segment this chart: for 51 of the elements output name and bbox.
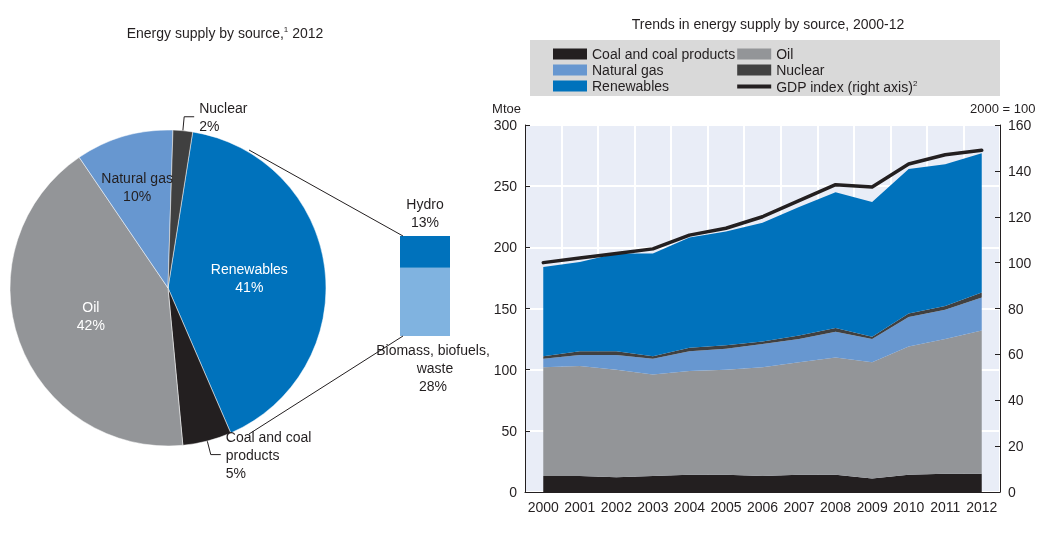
legend-label: Coal and coal products bbox=[592, 46, 736, 62]
y-tick-label: 150 bbox=[493, 300, 518, 317]
x-tick-label: 2010 bbox=[893, 499, 925, 515]
x-tick-label: 2011 bbox=[930, 499, 961, 515]
y2-tick-label: 160 bbox=[1008, 117, 1032, 133]
x-tick-label: 2003 bbox=[637, 499, 669, 515]
x-tick-label: 2007 bbox=[783, 499, 815, 515]
y-tick-label: 0 bbox=[509, 484, 518, 500]
y2-tick-label: 100 bbox=[1008, 254, 1032, 271]
data-label: 41% bbox=[235, 278, 264, 295]
y-tick-label: 300 bbox=[493, 117, 518, 133]
x-tick-label: 2001 bbox=[564, 499, 596, 515]
legend-label: Oil bbox=[776, 46, 794, 62]
x-tick-label: 2012 bbox=[966, 499, 998, 515]
x-tick-label: 2008 bbox=[820, 499, 852, 515]
y-tick-label: 250 bbox=[493, 178, 518, 195]
legend-label: Renewables bbox=[592, 78, 670, 94]
y2-tick-label: 60 bbox=[1008, 346, 1024, 363]
data-label: 10% bbox=[123, 188, 152, 205]
slice-label: Oil bbox=[82, 298, 100, 315]
x-tick-label: 2004 bbox=[673, 499, 706, 515]
series-label: Hydro bbox=[406, 196, 444, 212]
y2-tick-label: 80 bbox=[1008, 300, 1024, 317]
slice-label: Nuclear bbox=[199, 99, 248, 116]
data-label: 2% bbox=[199, 117, 220, 134]
y-tick-label: 100 bbox=[493, 361, 518, 378]
y2-tick-label: 40 bbox=[1008, 392, 1024, 409]
data-label: 28% bbox=[418, 378, 448, 394]
line-series bbox=[541, 148, 984, 265]
chart-title: Trends in energy supply by source, 2000-12 bbox=[631, 16, 905, 32]
slice-label: Renewables bbox=[210, 260, 288, 277]
x-tick-label: 2009 bbox=[856, 499, 888, 515]
data-label: 5% bbox=[225, 464, 247, 481]
y-tick-label: 50 bbox=[501, 422, 518, 439]
legend-label: Nuclear bbox=[776, 62, 825, 78]
y2-axis-title: 2000 = 100 bbox=[970, 101, 1036, 116]
x-tick-label: 2002 bbox=[600, 499, 633, 515]
series-label: Biomass, biofuels, waste bbox=[376, 342, 490, 376]
y2-tick-label: 140 bbox=[1008, 162, 1032, 179]
y2-tick-label: 0 bbox=[1008, 484, 1016, 500]
slice-label: Coal and coal products bbox=[225, 428, 316, 463]
y2-tick-label: 20 bbox=[1008, 438, 1024, 455]
y-axis-title: Mtoe bbox=[492, 101, 521, 116]
x-tick-label: 2000 bbox=[527, 499, 560, 515]
data-label: 13% bbox=[410, 214, 440, 230]
x-tick-label: 2006 bbox=[746, 499, 779, 515]
y-tick-label: 200 bbox=[493, 239, 518, 256]
y2-tick-label: 120 bbox=[1008, 208, 1032, 225]
data-label: 42% bbox=[76, 316, 105, 333]
x-tick-label: 2005 bbox=[710, 499, 742, 515]
legend-label: Natural gas bbox=[592, 62, 664, 78]
